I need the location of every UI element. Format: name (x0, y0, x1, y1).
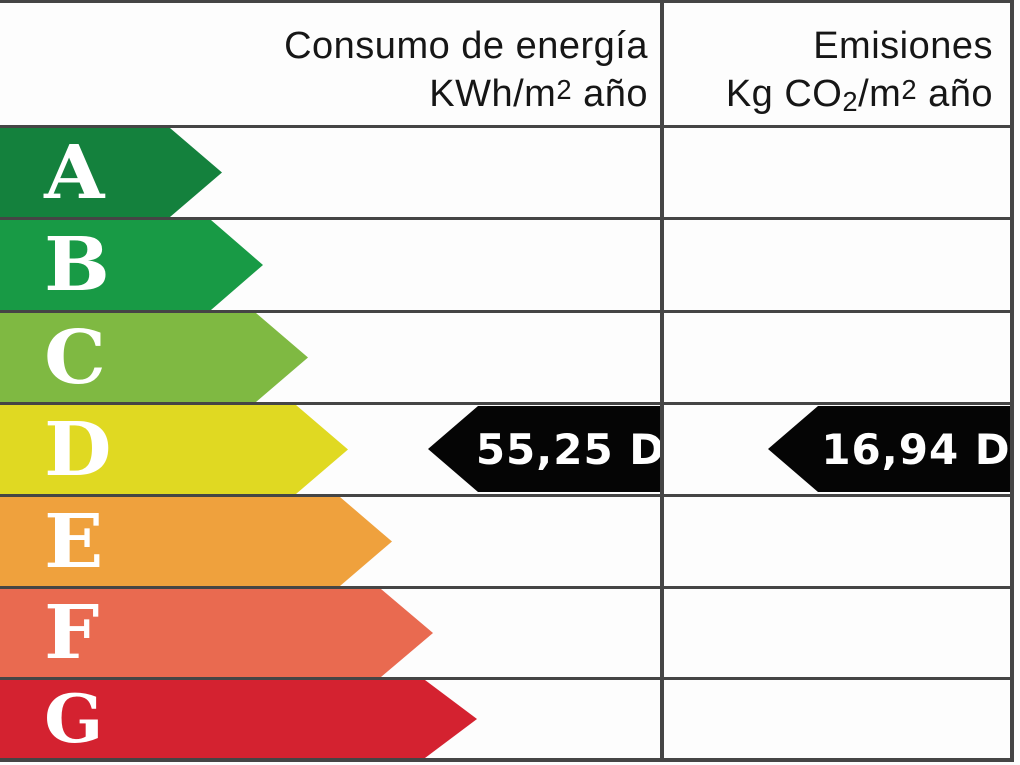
right-border (1010, 0, 1014, 761)
consumption-column-header: Consumo de energía KWh/m2 año (284, 22, 648, 121)
consumption-value: 55,25 D (475, 424, 666, 474)
consumption-header-unit: KWh/m2 año (429, 73, 648, 115)
scale-letter-b: B (44, 222, 110, 308)
grid-line-top (0, 0, 1014, 3)
emissions-value: 16,94 D (821, 424, 1011, 474)
grid-line-row-d (0, 494, 1014, 497)
emissions-column-header: Emisiones Kg CO2/m2 año (726, 22, 993, 121)
consumption-value-arrow: 55,25 D (428, 406, 663, 492)
emissions-value-arrow: 16,94 D (768, 406, 1014, 492)
scale-letter-f: F (44, 590, 100, 676)
scale-arrow-c: C (0, 313, 308, 402)
scale-arrow-e: E (0, 497, 392, 586)
scale-arrow-b: B (0, 220, 263, 310)
grid-line-row-c (0, 402, 1014, 405)
subscript-2: 2 (842, 85, 859, 117)
scale-letter-g: G (44, 680, 104, 758)
grid-line-row-a (0, 217, 1014, 220)
grid-line-bottom (0, 758, 1014, 762)
scale-letter-e: E (44, 498, 104, 585)
scale-letter-a: A (44, 129, 105, 216)
grid-line-row-e (0, 586, 1014, 589)
grid-line-row-f (0, 677, 1014, 680)
emissions-header-unit: Kg CO2/m2 año (725, 73, 993, 117)
grid-line-row-b (0, 310, 1014, 313)
column-divider (660, 0, 664, 761)
superscript-2: 2 (901, 74, 918, 106)
scale-arrow-d: D (0, 405, 348, 494)
scale-letter-c: C (44, 314, 106, 401)
consumption-header-title: Consumo de energía (284, 25, 648, 67)
emissions-header-title: Emisiones (813, 25, 993, 67)
superscript-2: 2 (556, 74, 573, 106)
grid-line-header-bottom (0, 125, 1014, 128)
scale-arrow-g: G (0, 680, 477, 758)
scale-arrow-a: A (0, 128, 222, 217)
scale-arrow-f: F (0, 589, 433, 677)
scale-letter-d: D (44, 406, 112, 493)
